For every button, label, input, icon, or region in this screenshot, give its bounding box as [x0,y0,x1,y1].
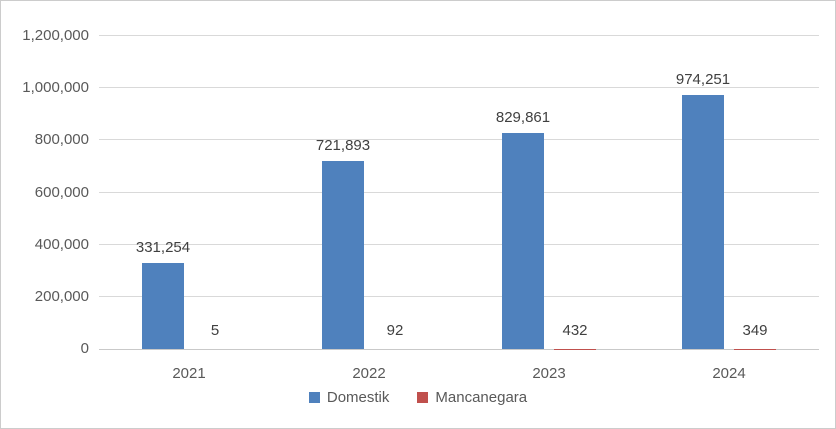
y-tick-label: 1,200,000 [22,27,89,44]
x-category-label-2021: 2021 [172,365,206,382]
bar-domestik-2023 [502,132,544,349]
data-label-domestik-2022: 721,893 [315,136,371,154]
legend-label-domestik: Domestik [326,389,390,406]
gridline [99,139,819,141]
gridline [99,87,819,89]
legend-item-domestik: Domestik [308,389,390,406]
gridline [99,243,819,245]
y-axis: 0 200,000 400,000 600,000 800,000 1,000,000 1,… [1,28,89,357]
data-label-mancanegara-2021: 5 [210,322,220,339]
y-tick-label: 800,000 [34,131,89,149]
y-tick-label: 0 [80,340,89,357]
data-label-domestik-2021: 331,254 [135,238,191,256]
gridline [99,295,819,297]
gridline [99,191,819,193]
legend-item-mancanegara: Mancanegara [417,389,527,406]
gridline [99,35,819,36]
bar-domestik-2022 [322,160,364,349]
data-label-mancanegara-2023: 432 [562,321,588,339]
x-category-label-2022: 2022 [352,365,386,382]
data-label-domestik-2024: 974,251 [675,70,731,88]
legend: Domestik Mancanegara [1,389,835,406]
data-label-mancanegara-2024: 349 [742,321,768,339]
bar-domestik-2024 [682,94,724,349]
y-tick-label: 400,000 [34,235,89,253]
data-label-domestik-2023: 829,861 [495,108,551,126]
plot-area: 331,254 5 721,893 92 829,861 432 974,251 349 [99,35,819,350]
data-label-mancanegara-2022: 92 [386,321,404,339]
y-tick-label: 1,000,000 [22,79,89,97]
x-axis: 2021 2022 2023 2024 [99,365,819,385]
x-category-label-2023: 2023 [532,365,566,382]
legend-swatch-mancanegara-icon [417,392,429,403]
y-tick-label: 200,000 [34,287,89,305]
y-tick-label: 600,000 [34,183,89,201]
legend-swatch-domestik-icon [308,392,320,403]
legend-label-mancanegara: Mancanegara [435,389,528,406]
x-category-label-2024: 2024 [712,365,746,382]
x-axis-line [99,349,819,350]
bar-domestik-2021 [142,262,184,349]
